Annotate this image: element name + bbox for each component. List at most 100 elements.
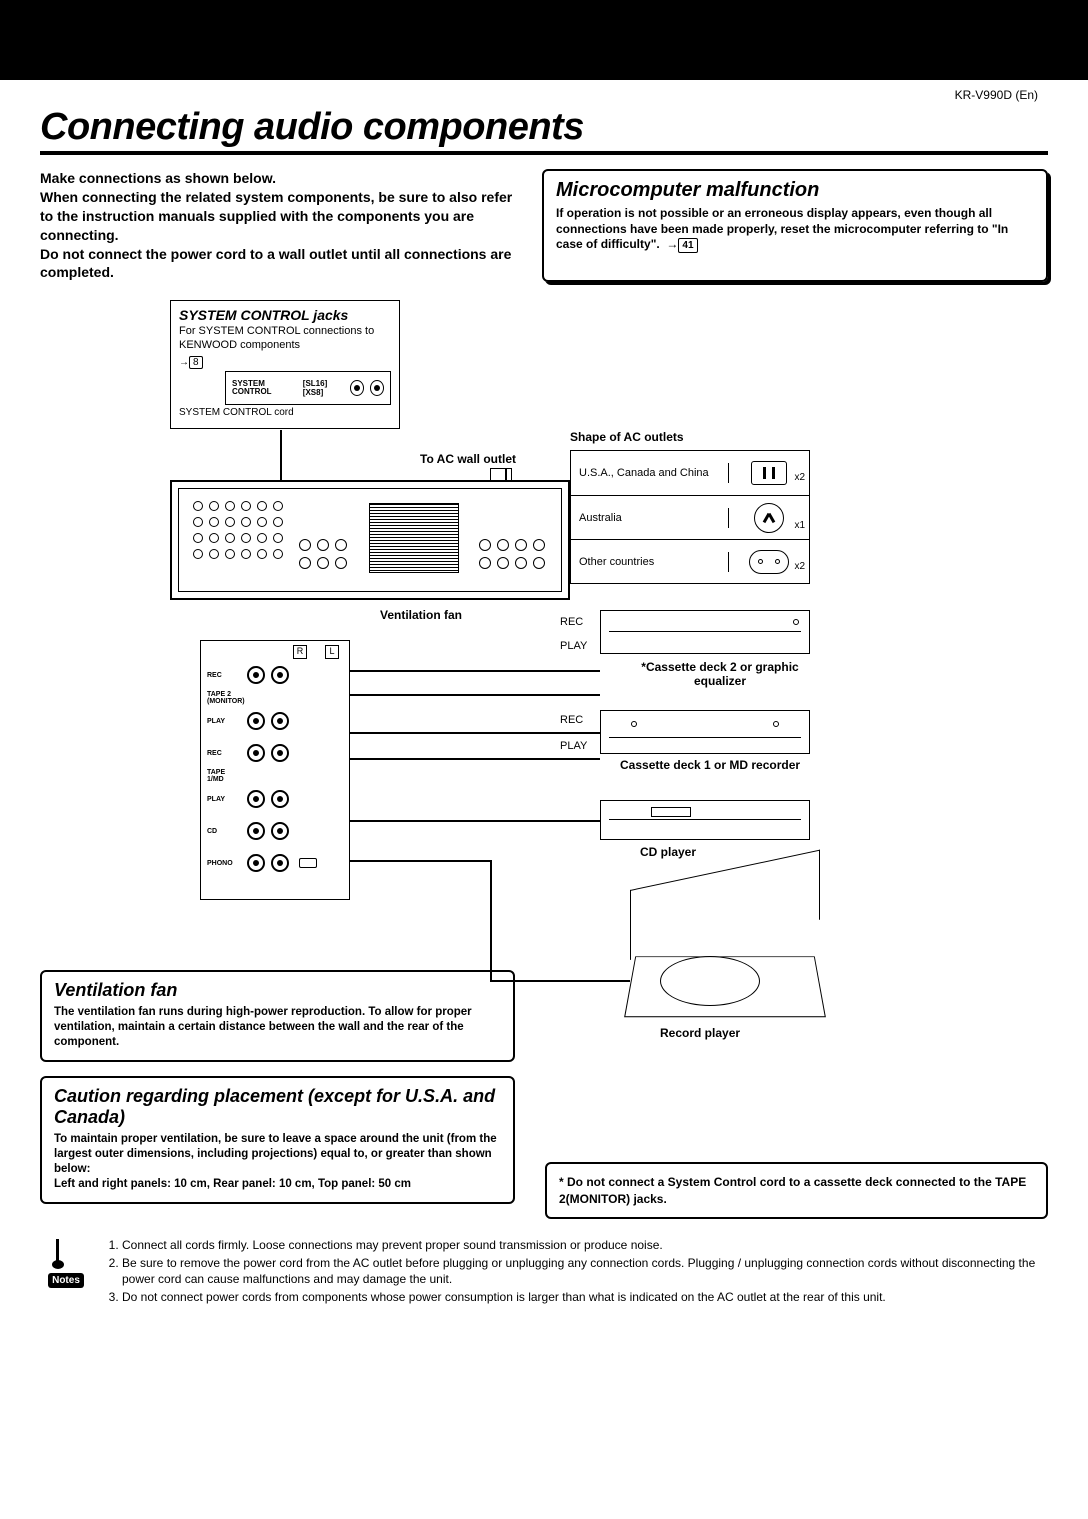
receiver-rear-panel xyxy=(170,480,570,600)
asterisk-note-box: * Do not connect a System Control cord t… xyxy=(545,1162,1048,1218)
outlet-shape-cell: x1 xyxy=(729,503,809,533)
play-label: PLAY xyxy=(560,640,587,652)
notes-label: Notes xyxy=(48,1273,84,1289)
wire-icon xyxy=(350,860,490,862)
cd-label: CD player xyxy=(640,845,696,859)
rca-row: TAPE 1/MD xyxy=(201,769,349,783)
cd-player xyxy=(600,800,810,840)
wire-icon xyxy=(280,430,282,480)
rca-jack-icon xyxy=(271,744,289,762)
outlet-eu-icon xyxy=(749,550,789,574)
rca-jack-icon xyxy=(271,712,289,730)
socket-icon xyxy=(370,380,384,396)
turntable-label: Record player xyxy=(660,1026,740,1040)
rec-label: REC xyxy=(560,616,583,628)
page-title: Connecting audio components xyxy=(40,106,1048,155)
notes-list: Connect all cords firmly. Loose connecti… xyxy=(106,1237,1048,1308)
outlet-row: U.S.A., Canada and China x2 xyxy=(571,451,809,495)
record-player xyxy=(630,890,820,1020)
channel-r-label: R xyxy=(293,645,307,659)
rca-jack-icon xyxy=(271,854,289,872)
rca-row: REC xyxy=(201,737,349,769)
notes-badge: Notes xyxy=(40,1237,92,1289)
system-control-box: SYSTEM CONTROL jacks For SYSTEM CONTROL … xyxy=(170,300,400,428)
rca-row: PHONO xyxy=(201,847,349,879)
wire-icon xyxy=(350,670,600,672)
rca-row: TAPE 2 (MONITOR) xyxy=(201,691,349,705)
system-control-cord-label: SYSTEM CONTROL cord xyxy=(179,407,391,418)
turntable-lid-icon xyxy=(630,850,820,960)
outlet-shape-cell: x2 xyxy=(729,461,809,485)
rca-row: REC xyxy=(201,659,349,691)
microcomputer-body: If operation is not possible or an erron… xyxy=(556,206,1034,253)
outlet-mult: x1 xyxy=(794,520,805,531)
wire-icon xyxy=(505,468,507,480)
outlet-region: Australia xyxy=(571,508,729,528)
music-note-icon xyxy=(52,1237,80,1271)
rca-label: CD xyxy=(207,828,241,835)
rca-label: TAPE 2 (MONITOR) xyxy=(207,691,241,705)
wire-icon xyxy=(350,732,600,734)
notes-section: Notes Connect all cords firmly. Loose co… xyxy=(40,1237,1048,1308)
rca-jack-icon xyxy=(247,854,265,872)
page-ref-icon: 41 xyxy=(678,238,697,253)
jack-panel-label: SYSTEM CONTROL xyxy=(232,380,297,396)
rca-jack-icon xyxy=(271,790,289,808)
rca-jack-block: R L REC TAPE 2 (MONITOR) PLAY REC TAPE 1… xyxy=(200,640,350,900)
rca-label: REC xyxy=(207,672,241,679)
outlet-table-title: Shape of AC outlets xyxy=(570,430,684,444)
outlet-us-icon xyxy=(751,461,787,485)
rca-row: PLAY xyxy=(201,705,349,737)
note-item: Be sure to remove the power cord from th… xyxy=(122,1255,1048,1287)
rca-label: REC xyxy=(207,750,241,757)
outlet-mult: x2 xyxy=(794,472,805,483)
rca-jack-icon xyxy=(247,822,265,840)
outlet-au-icon xyxy=(754,503,784,533)
outlet-mult: x2 xyxy=(794,561,805,572)
note-item: Connect all cords firmly. Loose connecti… xyxy=(122,1237,1048,1253)
ground-terminal-icon xyxy=(299,858,317,868)
placement-note-title: Caution regarding placement (except for … xyxy=(54,1086,501,1128)
rca-row: PLAY xyxy=(201,783,349,815)
wire-icon xyxy=(350,820,600,822)
note-item: Do not connect power cords from componen… xyxy=(122,1289,1048,1305)
rca-label: PLAY xyxy=(207,718,241,725)
ac-wall-label: To AC wall outlet xyxy=(420,452,516,466)
rca-label: PLAY xyxy=(207,796,241,803)
bottom-boxes-row: Ventilation fan The ventilation fan runs… xyxy=(40,1090,1048,1218)
rca-label: PHONO xyxy=(207,860,241,867)
system-control-sub: For SYSTEM CONTROL connections to KENWOO… xyxy=(179,325,391,351)
rca-jack-icon xyxy=(271,822,289,840)
cassette-deck-2 xyxy=(600,610,810,654)
rca-jack-icon xyxy=(247,666,265,684)
wire-icon xyxy=(490,860,492,980)
rca-jack-icon xyxy=(247,744,265,762)
wire-icon xyxy=(490,980,630,982)
rca-row: CD xyxy=(201,815,349,847)
turntable-platter-icon xyxy=(660,956,760,1006)
top-black-bar xyxy=(0,0,1088,80)
intro-text: Make connections as shown below. When co… xyxy=(40,169,518,282)
jacks-group-icon xyxy=(299,539,349,571)
rca-jack-icon xyxy=(247,712,265,730)
system-control-heading: SYSTEM CONTROL jacks xyxy=(179,307,391,323)
microcomputer-box: Microcomputer malfunction If operation i… xyxy=(542,169,1048,282)
system-control-pageref-row: →8 xyxy=(179,356,391,369)
outlet-table: U.S.A., Canada and China x2 Australia x1… xyxy=(570,450,810,584)
jack-panel: SYSTEM CONTROL [SL16] [XS8] xyxy=(225,371,391,405)
manual-page: KR-V990D (En) Connecting audio component… xyxy=(0,0,1088,1347)
jack-slxsb: [SL16] [XS8] xyxy=(303,379,344,397)
speaker-terminals-icon xyxy=(193,501,285,561)
rec-label: REC xyxy=(560,714,583,726)
intro-row: Make connections as shown below. When co… xyxy=(40,169,1048,282)
microcomputer-body-text: If operation is not possible or an erron… xyxy=(556,206,1008,251)
page-ref-icon: 8 xyxy=(189,356,203,369)
cassette-deck-1 xyxy=(600,710,810,754)
rca-jack-icon xyxy=(271,666,289,684)
receiver-inner xyxy=(178,488,562,592)
cassette-1-label: Cassette deck 1 or MD recorder xyxy=(620,758,820,772)
rca-label: TAPE 1/MD xyxy=(207,769,241,783)
wire-icon xyxy=(350,694,600,696)
wire-icon xyxy=(350,758,600,760)
rca-jack-icon xyxy=(247,790,265,808)
